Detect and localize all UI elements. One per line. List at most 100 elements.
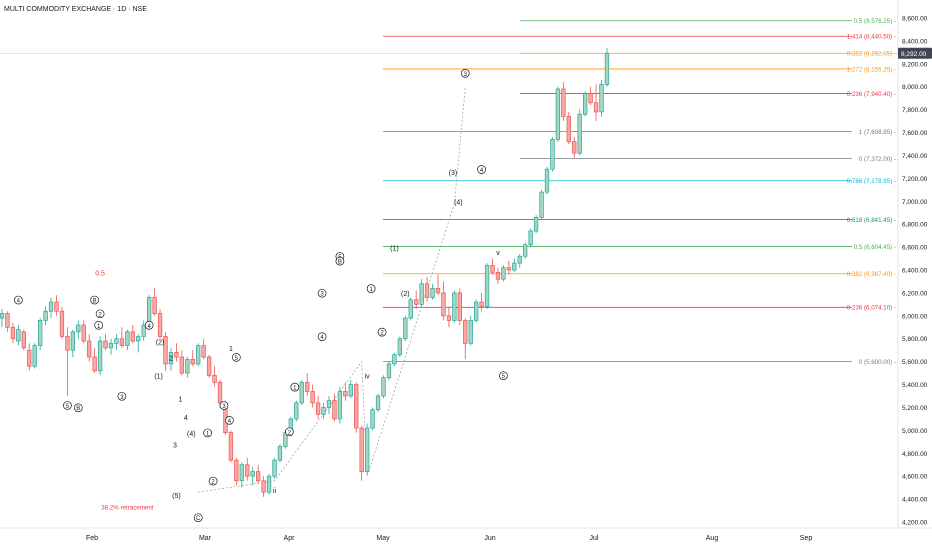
- wave-label: (3): [449, 170, 458, 177]
- candle-body: [217, 381, 223, 404]
- candle-body: [299, 381, 304, 404]
- fib-level-label: 0.5 (8,576.25) -: [854, 18, 896, 25]
- x-tick-label: Feb: [86, 535, 98, 542]
- candle-body: [381, 377, 386, 397]
- wave-label-circle: [317, 288, 327, 298]
- fib-level-label: 0.236 (6,074.10) -: [847, 305, 896, 312]
- candle-body: [141, 324, 146, 337]
- wave-label-circle: [219, 401, 229, 410]
- wave-label: (5): [172, 493, 181, 500]
- candle-body: [550, 139, 555, 170]
- last-price-value: 8,292.00: [901, 51, 927, 58]
- wave-label-circle: [335, 256, 345, 266]
- candle-body: [43, 310, 48, 321]
- chart-title: MULTI COMMODITY EXCHANGE · 1D · NSE: [4, 6, 147, 13]
- candle-body: [277, 446, 283, 461]
- wave-label-circle: [225, 415, 234, 425]
- last-price-tag: [898, 47, 932, 59]
- wave-label: 4: [228, 419, 232, 425]
- wave-label-circle: [90, 295, 100, 305]
- candle-body: [566, 116, 571, 143]
- wave-label: 1: [97, 324, 101, 330]
- candle-body: [97, 340, 103, 372]
- wave-label-circle: [95, 309, 105, 319]
- candle-body: [228, 432, 234, 461]
- wave-label-circle: [290, 382, 300, 392]
- wave-label-circle: [232, 352, 241, 362]
- candle-body: [234, 459, 239, 482]
- y-tick-label: 7,200.00: [902, 176, 928, 183]
- candle-body: [599, 84, 604, 113]
- y-tick-label: 8,400.00: [902, 38, 928, 45]
- candle-body: [250, 471, 255, 477]
- candle-body: [528, 230, 533, 246]
- wave-label: 4: [147, 324, 151, 330]
- candle-body: [430, 287, 435, 298]
- candle-body: [457, 292, 462, 321]
- candle-body: [92, 356, 97, 372]
- fib-level-label: 0.618 (6,841.45) -: [847, 217, 896, 224]
- candle-body: [32, 345, 37, 367]
- candle-body: [48, 301, 54, 312]
- fib-level-label: 0.236 (7,940.40) -: [847, 91, 896, 98]
- candle-body: [517, 255, 522, 264]
- candle-body: [147, 297, 152, 326]
- candle-body: [261, 480, 266, 493]
- candle-body: [332, 400, 337, 420]
- candle-body: [54, 301, 59, 312]
- y-tick-label: 7,000.00: [902, 199, 928, 206]
- fib-level-label: 0 (7,372.00) -: [859, 156, 896, 163]
- wave-label: B: [76, 406, 80, 412]
- y-tick-label: 4,800.00: [902, 451, 928, 458]
- x-tick-label: Aug: [706, 535, 719, 542]
- candle-body: [70, 331, 76, 351]
- candle-body: [0, 313, 5, 319]
- candle-body: [266, 475, 272, 493]
- wave-label: 4: [480, 168, 484, 174]
- y-tick-label: 4,200.00: [902, 520, 928, 527]
- candle-body: [136, 336, 141, 342]
- candle-body: [179, 356, 185, 374]
- x-tick-label: Jul: [590, 535, 599, 542]
- candle-body: [103, 340, 108, 349]
- wave-label: 3: [173, 442, 177, 449]
- candle-body: [157, 313, 163, 337]
- candle-body: [463, 320, 468, 344]
- candle-body: [65, 336, 70, 351]
- x-tick-label: Mar: [199, 535, 212, 542]
- wave-label-circle: [203, 428, 212, 438]
- x-tick-label: May: [376, 535, 390, 542]
- candle-body: [212, 375, 217, 383]
- fib-level-label: 0.5 (6,604.45) -: [854, 244, 896, 251]
- wave-label-circle: [144, 320, 154, 330]
- wave-label: 3: [222, 404, 226, 410]
- candle-body: [359, 427, 364, 472]
- wave-label: (2): [401, 291, 410, 298]
- candle-body: [474, 301, 479, 321]
- candle-body: [604, 52, 610, 85]
- candle-body: [76, 324, 81, 333]
- fib-level-label: 0.382 (6,367.40) -: [847, 271, 896, 278]
- y-tick-label: 4,600.00: [902, 474, 928, 481]
- candle-body: [479, 301, 484, 308]
- candle-body: [337, 391, 343, 420]
- candle-body: [87, 340, 92, 358]
- candle-body: [375, 395, 381, 411]
- y-tick-label: 6,600.00: [902, 245, 928, 252]
- candle-body: [501, 267, 506, 280]
- candle-body: [59, 310, 65, 337]
- candle-body: [403, 317, 408, 340]
- candle-body: [555, 88, 561, 140]
- candle-body: [206, 356, 212, 376]
- candle-body: [588, 93, 593, 104]
- y-tick-label: 7,600.00: [902, 130, 928, 137]
- y-tick-label: 6,000.00: [902, 313, 928, 320]
- y-tick-label: 6,800.00: [902, 222, 928, 229]
- candle-body: [523, 244, 528, 257]
- candle-body: [163, 336, 168, 365]
- x-tick-label: Sep: [800, 535, 813, 542]
- wave-label: 1: [369, 287, 373, 293]
- candle-body: [593, 102, 599, 113]
- candle-body: [245, 464, 250, 477]
